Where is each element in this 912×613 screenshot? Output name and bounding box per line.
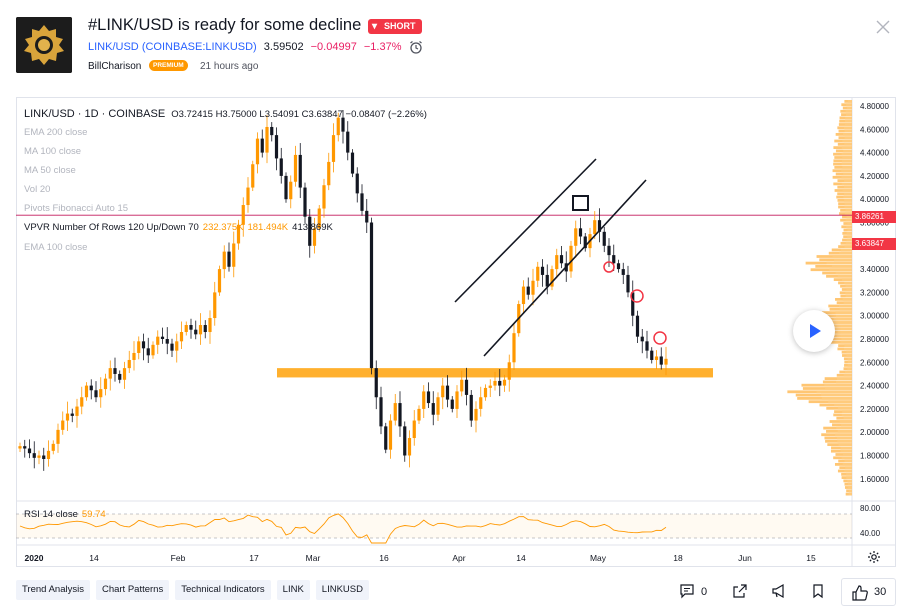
author-name[interactable]: BillCharison	[88, 61, 142, 72]
legend-ema200[interactable]: EMA 200 close	[24, 127, 88, 138]
boost-button[interactable]: 30	[841, 578, 896, 606]
symbol-link[interactable]: LINK/USD (COINBASE:LINKUSD)	[88, 41, 257, 53]
close-icon[interactable]	[874, 18, 892, 36]
publish-time: 21 hours ago	[200, 61, 259, 72]
chart-area[interactable]	[16, 97, 896, 567]
rsi-legend[interactable]: RSI 14 close 59.74	[24, 509, 106, 520]
symbol-change-pct: −1.37%	[363, 41, 402, 53]
comment-icon[interactable]	[679, 583, 695, 599]
idea-title: #LINK/USD is ready for some decline	[88, 16, 362, 34]
arrow-down-icon: ▾	[372, 21, 378, 32]
symbol-line: LINK/USD (COINBASE:LINKUSD) 3.59502 −0.0…	[88, 41, 402, 53]
tag-technical-indicators[interactable]: Technical Indicators	[175, 580, 271, 600]
symbol-price: 3.59502	[263, 41, 304, 53]
legend-ma100[interactable]: MA 100 close	[24, 146, 82, 157]
premium-badge: PREMIUM	[149, 60, 188, 71]
legend-pivots[interactable]: Pivots Fibonacci Auto 15	[24, 203, 129, 214]
legend-ema100[interactable]: EMA 100 close	[24, 242, 88, 253]
gear-icon[interactable]	[867, 550, 881, 564]
tag-list: Trend Analysis Chart Patterns Technical …	[16, 580, 369, 600]
thumbs-up-icon	[852, 585, 868, 601]
pivot-price-tag: 3.86261	[852, 211, 896, 223]
last-price-tag: 3.63847	[852, 238, 896, 250]
boost-count: 30	[874, 586, 887, 598]
tag-linkusd[interactable]: LINKUSD	[315, 580, 369, 600]
megaphone-icon[interactable]	[771, 583, 787, 599]
symbol-change: −0.04997	[310, 41, 357, 53]
bookmark-icon[interactable]	[810, 583, 826, 599]
legend-ma50[interactable]: MA 50 close	[24, 165, 76, 176]
play-replay-button[interactable]	[793, 310, 835, 352]
share-icon[interactable]	[732, 583, 748, 599]
alarm-clock-icon[interactable]	[408, 39, 424, 55]
legend-symbol: LINK/USD · 1D · COINBASE O3.72415 H3.7500…	[24, 108, 427, 120]
comment-count: 0	[701, 586, 708, 598]
tag-trend-analysis[interactable]: Trend Analysis	[16, 580, 90, 600]
author-avatar[interactable]	[16, 17, 72, 73]
short-badge: ▾ SHORT	[368, 19, 422, 34]
legend-vpvr[interactable]: VPVR Number Of Rows 120 Up/Down 70 232.37…	[24, 222, 333, 233]
play-icon	[810, 324, 821, 338]
tag-chart-patterns[interactable]: Chart Patterns	[95, 580, 170, 600]
tag-link[interactable]: LINK	[276, 580, 310, 600]
legend-vol[interactable]: Vol 20	[24, 184, 51, 195]
